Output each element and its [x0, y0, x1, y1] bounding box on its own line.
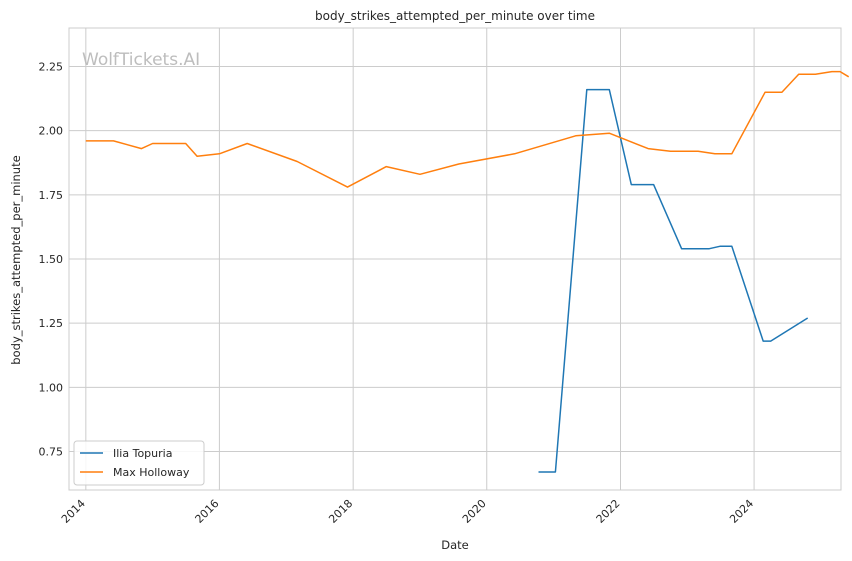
plot-area-frame: [68, 27, 842, 491]
legend-label-ilia-topuria: Ilia Topuria: [113, 447, 172, 460]
y-tick-label: 2.00: [39, 125, 64, 138]
x-tick-label: 2022: [594, 497, 623, 526]
y-tick-label: 1.25: [39, 317, 64, 330]
y-tick-label: 0.75: [39, 446, 64, 459]
x-tick-label: 2018: [326, 497, 355, 526]
x-tick-label: 2024: [727, 497, 756, 526]
x-axis-label: Date: [441, 538, 469, 552]
y-tick-label: 1.75: [39, 189, 64, 202]
grid: [69, 28, 841, 490]
series-lines: [85, 70, 850, 473]
legend: Ilia Topuria Max Holloway: [73, 440, 205, 486]
series-line-max-holloway: [85, 70, 850, 188]
chart-title: body_strikes_attempted_per_minute over t…: [315, 9, 595, 23]
y-tick-labels: 0.75 1.00 1.25 1.50 1.75 2.00 2.25: [39, 61, 64, 459]
x-tick-labels: 2014 2016 2018 2020 2022 2024: [59, 497, 756, 526]
x-tick-label: 2014: [59, 497, 88, 526]
x-tick-label: 2020: [460, 497, 489, 526]
series-line-ilia-topuria: [538, 88, 809, 473]
legend-label-max-holloway: Max Holloway: [113, 466, 190, 479]
y-tick-label: 2.25: [39, 61, 64, 74]
legend-box: [73, 440, 205, 486]
x-tick-label: 2016: [193, 497, 222, 526]
watermark: WolfTickets.AI: [82, 50, 200, 70]
y-axis-label: body_strikes_attempted_per_minute: [9, 155, 23, 364]
y-tick-label: 1.00: [39, 381, 64, 394]
y-tick-label: 1.50: [39, 253, 64, 266]
